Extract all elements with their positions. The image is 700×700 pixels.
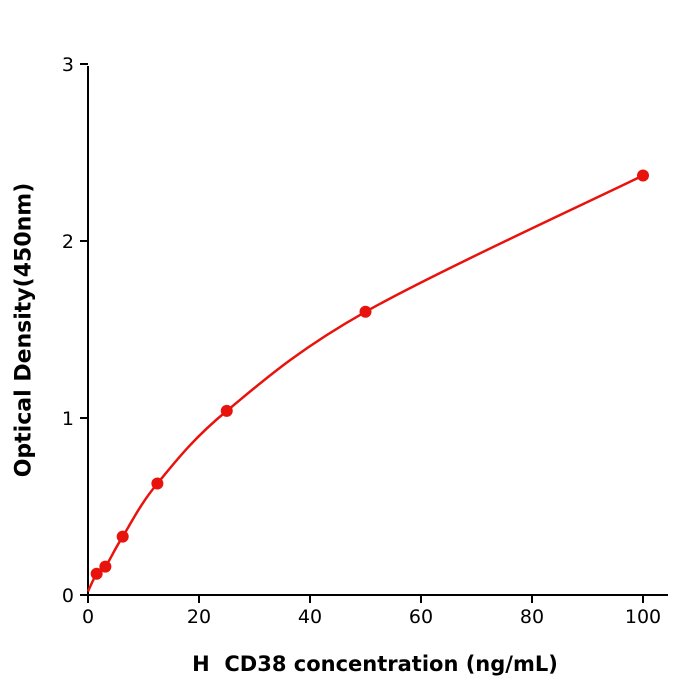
fitted-curve xyxy=(86,174,644,592)
y-tick-label: 1 xyxy=(62,408,74,430)
x-tick-label: 60 xyxy=(409,606,433,628)
data-point xyxy=(99,560,112,573)
y-tick-label: 3 xyxy=(62,54,74,76)
x-tick-label: 80 xyxy=(520,606,544,628)
data-point xyxy=(637,169,649,182)
x-tick-label: 0 xyxy=(82,606,94,628)
x-tick-label: 40 xyxy=(298,606,322,628)
data-point xyxy=(151,477,164,490)
data-point xyxy=(116,530,129,543)
data-point xyxy=(220,404,233,417)
y-tick-label: 2 xyxy=(62,231,74,253)
y-tick-label: 0 xyxy=(62,585,74,607)
data-point xyxy=(90,567,103,580)
x-tick-label: 20 xyxy=(187,606,211,628)
y-axis-label: Optical Density(450nm) xyxy=(11,182,37,478)
data-point xyxy=(359,305,372,318)
x-axis-label: H CD38 concentration (ng/mL) xyxy=(192,652,558,676)
x-tick-label: 100 xyxy=(625,606,661,628)
